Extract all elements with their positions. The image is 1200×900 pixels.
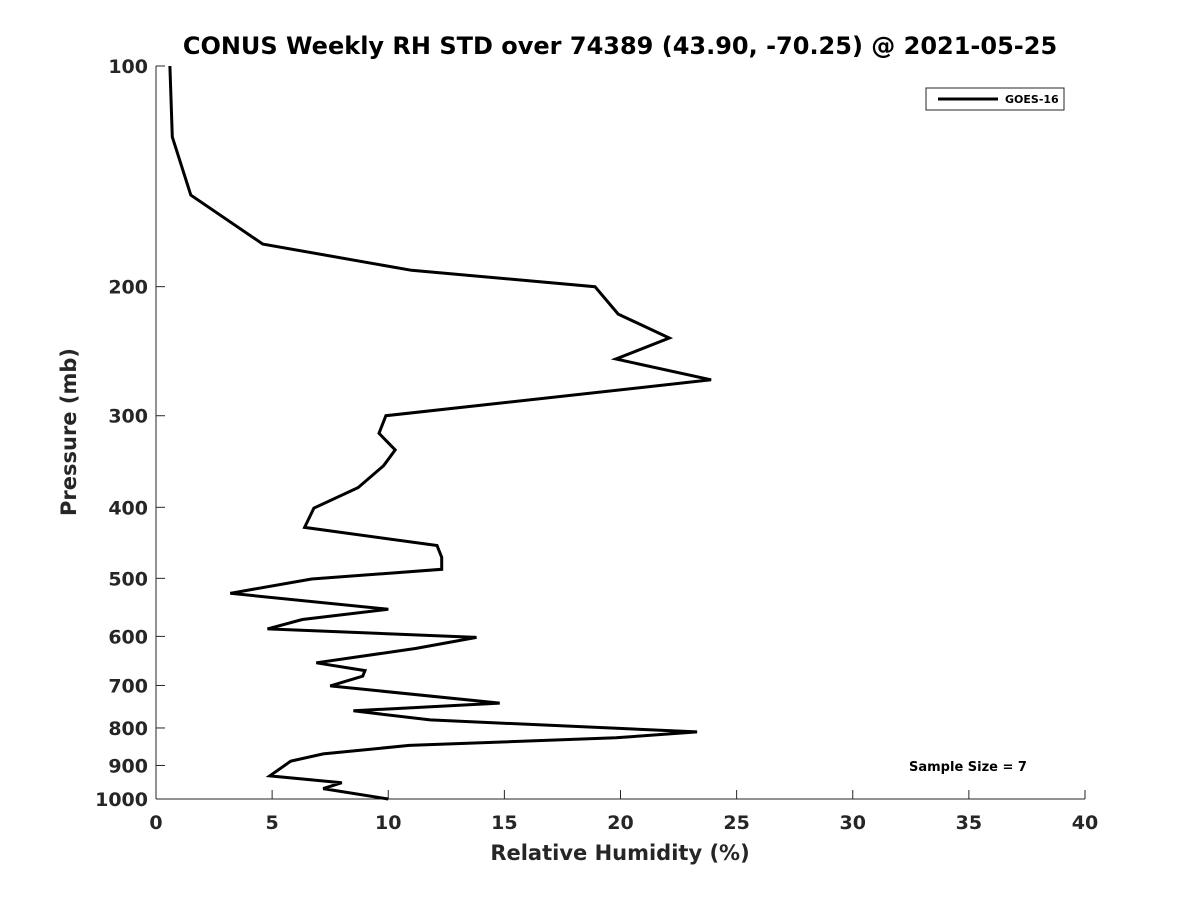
y-tick-label: 200: [108, 277, 148, 299]
plot-area: 0 5 10 15 20 25 30 35 40 100 200 300 400 500 600 700 80…: [95, 56, 1098, 834]
y-tick-label: 100: [108, 56, 148, 78]
x-tick-label: 40: [1072, 812, 1098, 834]
y-tick-label: 600: [108, 626, 148, 648]
x-tick-label: 30: [840, 812, 866, 834]
x-tick-label: 25: [723, 812, 749, 834]
chart-title: CONUS Weekly RH STD over 74389 (43.90, -…: [183, 32, 1057, 60]
sample-size-annotation: Sample Size = 7: [909, 760, 1027, 775]
y-tick-label: 1000: [95, 789, 148, 811]
y-tick-label: 400: [108, 497, 148, 519]
series-line: [168, 65, 712, 801]
y-tick-label: 300: [108, 406, 148, 428]
x-axis-label: Relative Humidity (%): [490, 841, 749, 865]
y-tick-label: 800: [108, 718, 148, 740]
y-tick-label: 500: [108, 568, 148, 590]
legend-label: GOES-16: [1005, 93, 1059, 106]
x-tick-label: 20: [607, 812, 633, 834]
x-tick-label: 5: [266, 812, 279, 834]
x-tick-label: 0: [149, 812, 162, 834]
x-tick-label: 35: [956, 812, 982, 834]
x-tick-label: 10: [375, 812, 401, 834]
x-axis-ticks: 0 5 10 15 20 25 30 35 40: [149, 790, 1098, 834]
y-axis-ticks: 100 200 300 400 500 600 700 800 900 1000: [95, 56, 165, 811]
y-tick-label: 700: [108, 675, 148, 697]
legend: GOES-16: [925, 87, 1065, 111]
x-tick-label: 15: [491, 812, 517, 834]
y-tick-label: 900: [108, 755, 148, 777]
y-axis-label: Pressure (mb): [57, 348, 81, 516]
